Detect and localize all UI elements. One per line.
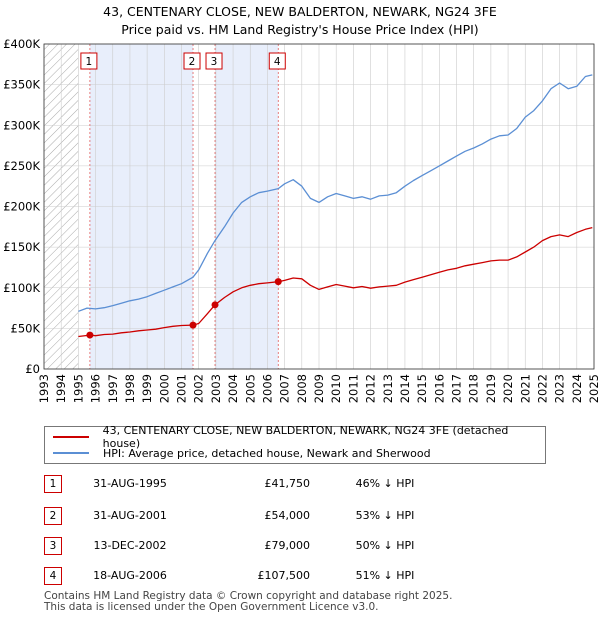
y-tick-label: £150K xyxy=(3,240,40,254)
sale-row: 1 31-AUG-1995 £41,750 46% ↓ HPI xyxy=(44,475,584,495)
sale-marker-label: 3 xyxy=(211,56,218,68)
legend: 43, CENTENARY CLOSE, NEW BALDERTON, NEWA… xyxy=(44,424,546,464)
y-tick-label: £50K xyxy=(11,321,41,335)
x-tick-label: 2002 xyxy=(192,374,206,403)
sale-marker-box xyxy=(183,52,201,70)
legend-item-property: 43, CENTENARY CLOSE, NEW BALDERTON, NEWA… xyxy=(53,424,545,450)
sale-hpi-diff: 53% ↓ HPI xyxy=(355,509,415,522)
x-tick-label: 2008 xyxy=(295,374,309,403)
property-price-line xyxy=(78,226,593,338)
legend-line-property xyxy=(53,436,89,438)
sale-date: 13-DEC-2002 xyxy=(93,539,167,552)
sale-number-badge: 2 xyxy=(44,507,62,525)
legend-line-hpi xyxy=(53,452,89,454)
chart-title-subtitle: Price paid vs. HM Land Registry's House … xyxy=(121,22,479,37)
y-tick-label: £250K xyxy=(3,159,40,173)
y-tick-label: £350K xyxy=(3,78,40,92)
sale-hpi-diff: 50% ↓ HPI xyxy=(355,539,415,552)
footer-licence: This data is licensed under the Open Gov… xyxy=(44,601,379,613)
sale-date: 31-AUG-1995 xyxy=(93,477,167,490)
legend-label-property: 43, CENTENARY CLOSE, NEW BALDERTON, NEWA… xyxy=(102,424,509,450)
x-tick-label: 2010 xyxy=(329,374,343,403)
x-tick-label: 2022 xyxy=(535,374,549,403)
x-tick-label: 2006 xyxy=(260,374,274,403)
x-tick-label: 2018 xyxy=(467,374,481,403)
sale-point xyxy=(211,301,219,309)
y-tick-label: £200K xyxy=(3,200,40,214)
sale-number-badge: 3 xyxy=(44,537,62,555)
sale-number-badge: 1 xyxy=(44,475,62,493)
x-tick-label: 1998 xyxy=(123,374,137,403)
x-tick-label: 2000 xyxy=(157,374,171,403)
x-tick-label: 1996 xyxy=(89,374,103,403)
chart-title-address: 43, CENTENARY CLOSE, NEW BALDERTON, NEWA… xyxy=(103,4,497,19)
plot-frame xyxy=(43,43,595,370)
sale-point xyxy=(189,321,197,329)
sale-row: 4 18-AUG-2006 £107,500 51% ↓ HPI xyxy=(44,567,584,587)
sale-point xyxy=(274,278,282,286)
footer-copyright: Contains HM Land Registry data © Crown c… xyxy=(44,590,453,602)
sale-row: 3 13-DEC-2002 £79,000 50% ↓ HPI xyxy=(44,537,584,557)
sale-marker-label: 2 xyxy=(189,56,196,68)
sale-marker-box xyxy=(268,52,286,70)
x-tick-label: 2003 xyxy=(209,374,223,403)
x-tick-label: 2017 xyxy=(450,374,464,403)
x-tick-label: 1994 xyxy=(54,374,68,403)
sale-marker-box xyxy=(205,52,223,70)
x-tick-label: 2019 xyxy=(484,374,498,403)
x-tick-label: 1993 xyxy=(37,374,51,403)
x-tick-label: 2004 xyxy=(226,374,240,403)
x-tick-label: 2011 xyxy=(346,374,360,403)
x-tick-label: 2013 xyxy=(381,374,395,403)
sale-price: £41,750 xyxy=(264,477,311,490)
sale-date: 31-AUG-2001 xyxy=(93,509,167,522)
x-tick-label: 2025 xyxy=(587,374,600,403)
sale-row: 2 31-AUG-2001 £54,000 53% ↓ HPI xyxy=(44,507,584,527)
x-tick-label: 2016 xyxy=(432,374,446,403)
x-tick-label: 2005 xyxy=(243,374,257,403)
x-tick-label: 2024 xyxy=(570,374,584,403)
x-tick-label: 2012 xyxy=(364,374,378,403)
sale-date: 18-AUG-2006 xyxy=(93,569,167,582)
x-tick-label: 2001 xyxy=(175,374,189,403)
x-tick-label: 2007 xyxy=(278,374,292,403)
x-tick-label: 2014 xyxy=(398,374,412,403)
sale-price: £107,500 xyxy=(257,569,311,582)
sale-marker-label: 1 xyxy=(86,56,93,68)
sale-marker-box xyxy=(80,52,98,70)
x-tick-label: 1997 xyxy=(106,374,120,403)
x-tick-label: 2009 xyxy=(312,374,326,403)
x-tick-label: 2015 xyxy=(415,374,429,403)
x-tick-label: 2023 xyxy=(553,374,567,403)
legend-label-hpi: HPI: Average price, detached house, Newa… xyxy=(103,446,431,460)
y-tick-label: £300K xyxy=(3,118,40,132)
sale-number-badge: 4 xyxy=(44,567,62,585)
sale-hpi-diff: 51% ↓ HPI xyxy=(355,569,415,582)
y-tick-label: £0 xyxy=(25,362,40,376)
sale-hpi-diff: 46% ↓ HPI xyxy=(355,477,415,490)
sale-marker-label: 4 xyxy=(274,56,281,68)
sale-price: £79,000 xyxy=(264,539,311,552)
hpi-line xyxy=(78,74,593,312)
x-tick-label: 1999 xyxy=(140,374,154,403)
legend-item-hpi: HPI: Average price, detached house, Newa… xyxy=(53,445,431,461)
y-tick-label: £400K xyxy=(3,37,40,51)
price-chart: 1 2 3 4 £0 £50K £100K £150K £200K £250K £300K £350… xyxy=(3,37,600,403)
x-tick-label: 2021 xyxy=(518,374,532,403)
x-tick-label: 2020 xyxy=(501,374,515,403)
y-tick-label: £100K xyxy=(3,281,40,295)
sale-price: £54,000 xyxy=(264,509,311,522)
x-tick-label: 1995 xyxy=(71,374,85,403)
sale-point xyxy=(86,331,94,339)
